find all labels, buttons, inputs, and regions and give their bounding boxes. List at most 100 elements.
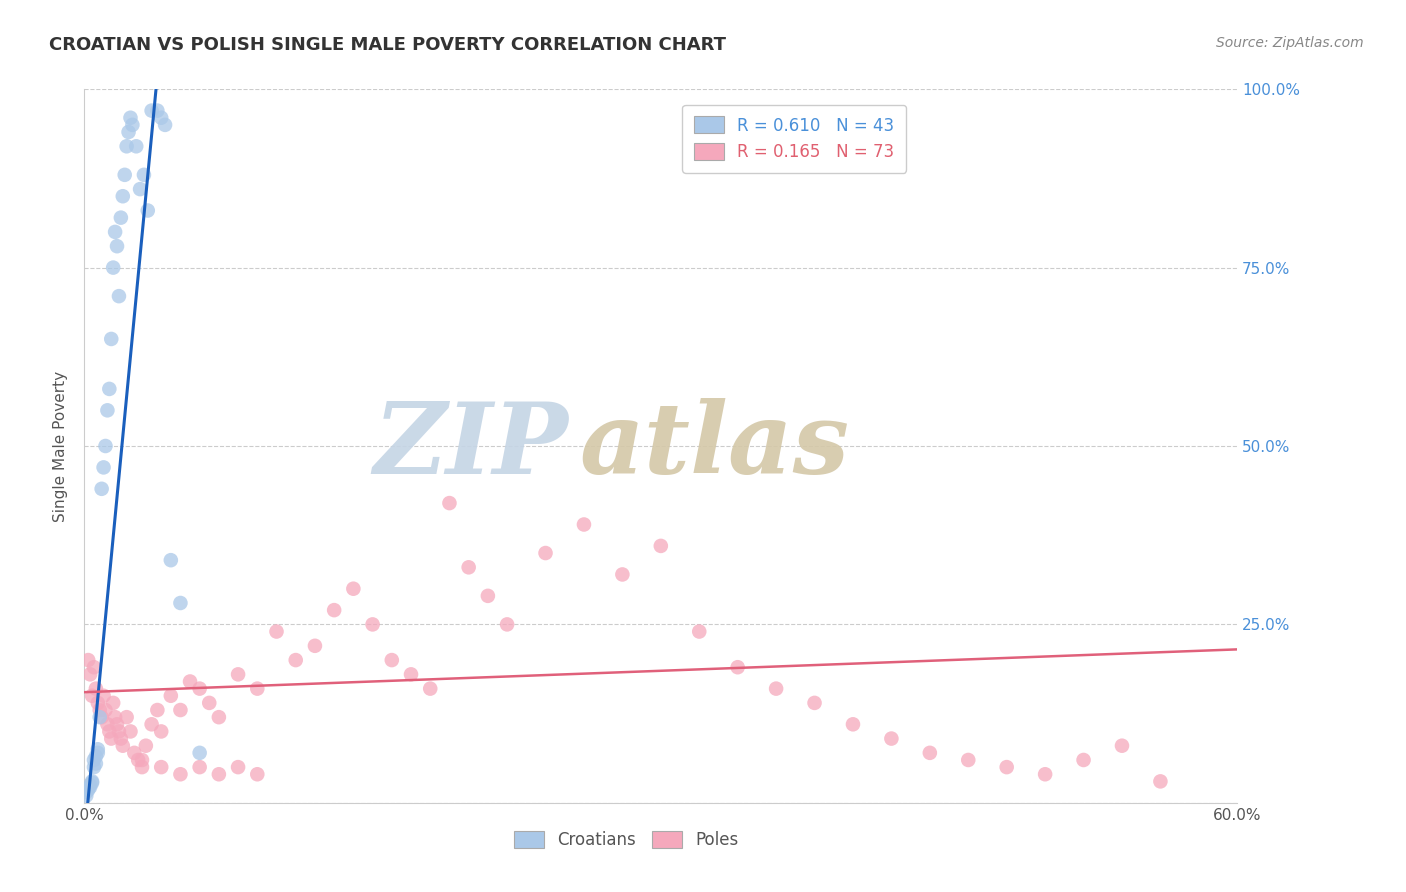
Point xyxy=(419,681,441,696)
Point xyxy=(803,696,825,710)
Point xyxy=(108,724,131,739)
Point xyxy=(957,753,980,767)
Point xyxy=(169,703,191,717)
Point xyxy=(169,596,191,610)
Point xyxy=(727,660,749,674)
Point xyxy=(131,760,153,774)
Point xyxy=(650,539,672,553)
Point xyxy=(188,681,211,696)
Point xyxy=(83,760,105,774)
Point xyxy=(1033,767,1056,781)
Point xyxy=(1149,774,1171,789)
Point xyxy=(114,168,136,182)
Point xyxy=(323,603,346,617)
Point xyxy=(132,168,155,182)
Point xyxy=(108,289,131,303)
Point xyxy=(87,696,110,710)
Point xyxy=(496,617,519,632)
Point xyxy=(208,767,231,781)
Point xyxy=(136,203,159,218)
Text: ZIP: ZIP xyxy=(374,398,568,494)
Point xyxy=(100,332,122,346)
Text: atlas: atlas xyxy=(581,398,851,494)
Point xyxy=(117,125,139,139)
Point xyxy=(104,710,127,724)
Point xyxy=(96,717,118,731)
Point xyxy=(918,746,941,760)
Point xyxy=(90,710,112,724)
Point xyxy=(83,753,105,767)
Point xyxy=(111,189,134,203)
Point xyxy=(120,724,142,739)
Point xyxy=(160,689,183,703)
Point xyxy=(77,783,100,797)
Point xyxy=(439,496,461,510)
Point xyxy=(129,182,152,196)
Point xyxy=(399,667,422,681)
Point xyxy=(246,767,269,781)
Point xyxy=(135,739,157,753)
Point xyxy=(226,760,249,774)
Point xyxy=(1111,739,1133,753)
Point xyxy=(266,624,288,639)
Point xyxy=(141,717,163,731)
Point xyxy=(688,624,710,639)
Point xyxy=(84,756,107,771)
Point xyxy=(169,767,191,781)
Point xyxy=(79,667,101,681)
Point xyxy=(880,731,903,746)
Point xyxy=(94,439,117,453)
Point xyxy=(89,710,111,724)
Point xyxy=(93,460,115,475)
Point xyxy=(179,674,201,689)
Text: CROATIAN VS POLISH SINGLE MALE POVERTY CORRELATION CHART: CROATIAN VS POLISH SINGLE MALE POVERTY C… xyxy=(49,36,727,54)
Point xyxy=(98,724,121,739)
Point xyxy=(80,774,103,789)
Point xyxy=(246,681,269,696)
Point xyxy=(75,785,97,799)
Point xyxy=(284,653,307,667)
Point xyxy=(208,710,231,724)
Point xyxy=(90,482,112,496)
Point xyxy=(110,211,132,225)
Point xyxy=(89,703,111,717)
Point xyxy=(104,225,127,239)
Point xyxy=(84,681,107,696)
Point xyxy=(361,617,384,632)
Point xyxy=(124,746,146,760)
Point xyxy=(146,703,169,717)
Point xyxy=(98,382,121,396)
Point xyxy=(995,760,1018,774)
Point xyxy=(342,582,364,596)
Point xyxy=(77,653,100,667)
Point xyxy=(188,746,211,760)
Point xyxy=(381,653,404,667)
Point xyxy=(77,781,100,796)
Y-axis label: Single Male Poverty: Single Male Poverty xyxy=(53,370,69,522)
Point xyxy=(83,660,105,674)
Point xyxy=(534,546,557,560)
Point xyxy=(457,560,479,574)
Point xyxy=(120,111,142,125)
Point xyxy=(121,118,143,132)
Point xyxy=(80,689,103,703)
Point xyxy=(612,567,634,582)
Point xyxy=(75,789,97,803)
Legend: Croatians, Poles: Croatians, Poles xyxy=(503,821,749,859)
Point xyxy=(105,717,128,731)
Point xyxy=(141,103,163,118)
Point xyxy=(87,742,110,756)
Point xyxy=(105,239,128,253)
Point xyxy=(160,553,183,567)
Point xyxy=(304,639,326,653)
Text: Source: ZipAtlas.com: Source: ZipAtlas.com xyxy=(1216,36,1364,50)
Point xyxy=(115,139,138,153)
Point xyxy=(103,696,124,710)
Point xyxy=(150,724,173,739)
Point xyxy=(131,753,153,767)
Point xyxy=(188,760,211,774)
Point xyxy=(93,689,115,703)
Point xyxy=(111,739,134,753)
Point xyxy=(150,111,173,125)
Point xyxy=(87,746,110,760)
